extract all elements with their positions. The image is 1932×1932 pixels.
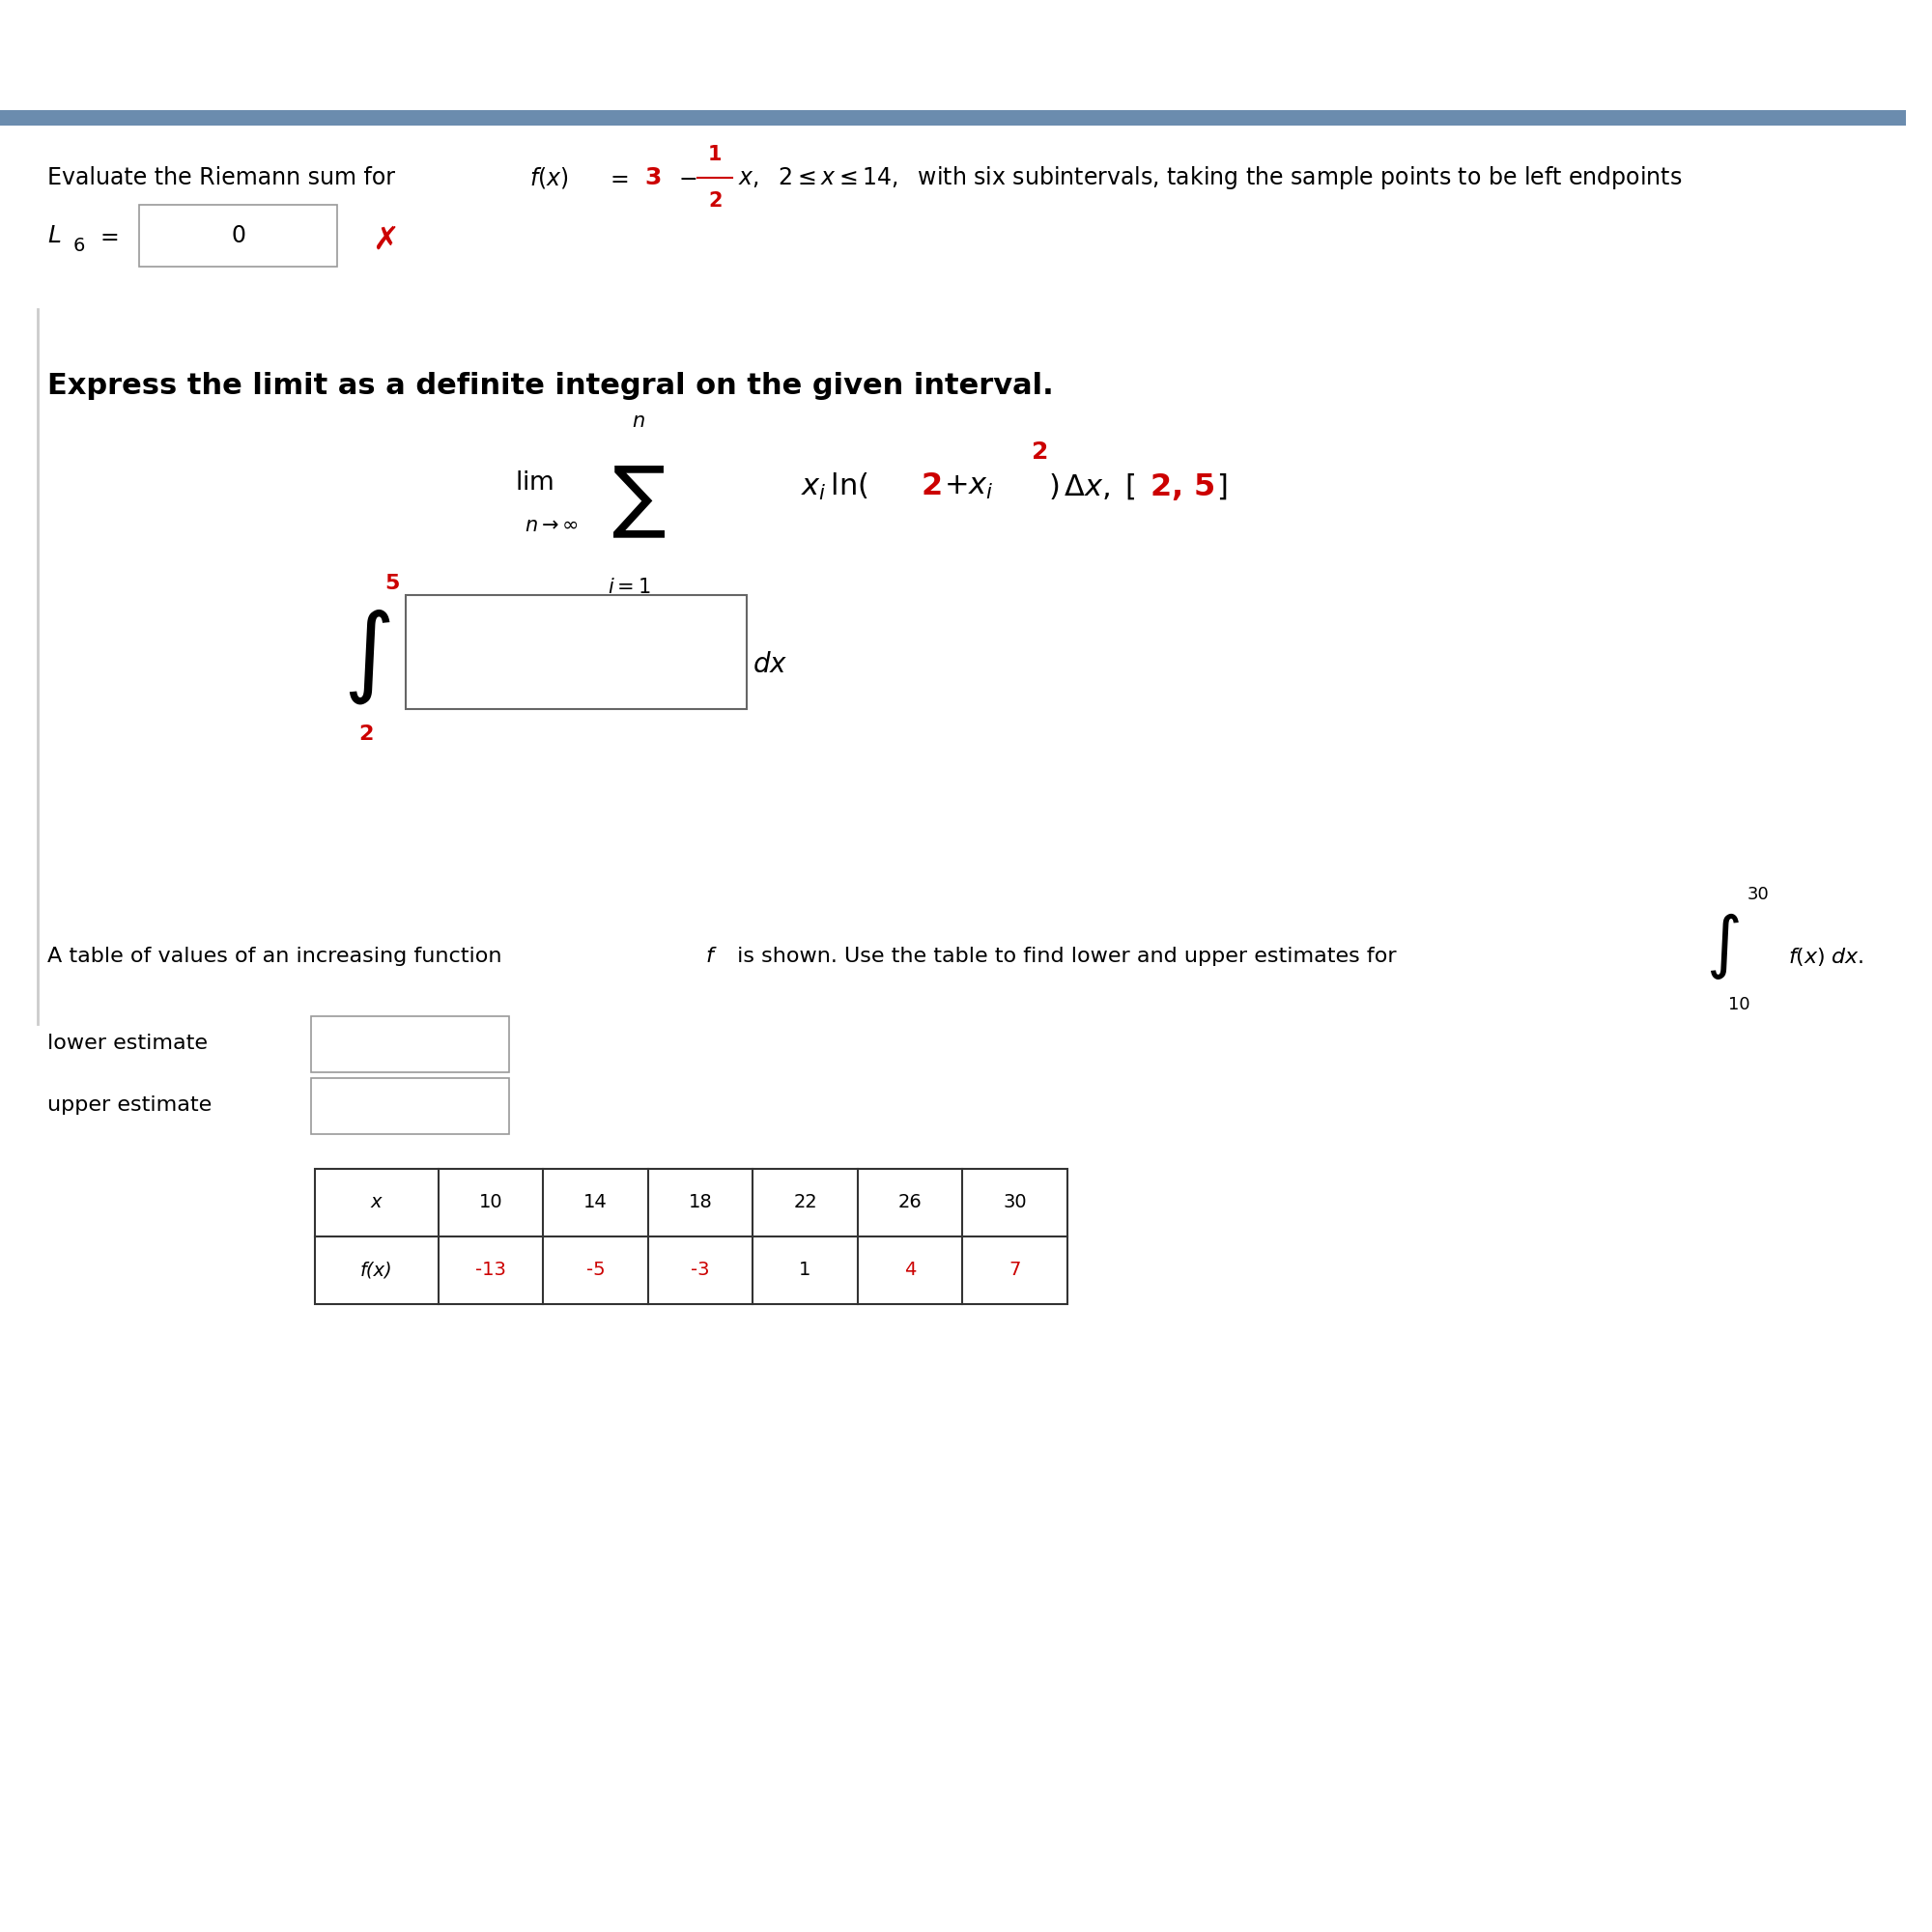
Text: $i = 1$: $i = 1$ — [607, 578, 651, 597]
Text: 7: 7 — [1009, 1262, 1020, 1279]
Text: x: x — [371, 1194, 383, 1211]
Text: $\mathbf{3}$: $\mathbf{3}$ — [643, 166, 661, 189]
Text: $\lim$: $\lim$ — [514, 469, 553, 495]
Text: $=$: $=$ — [607, 166, 630, 189]
Text: 10: 10 — [479, 1194, 502, 1211]
Text: upper estimate: upper estimate — [48, 1095, 213, 1115]
Text: $f$: $f$ — [705, 947, 717, 966]
Text: $x_i\,\ln($: $x_i\,\ln($ — [800, 471, 867, 502]
Text: $\mathbf{2}$: $\mathbf{2}$ — [920, 471, 941, 502]
Text: $x,$  $2 \leq x \leq 14,$  with six subintervals, taking the sample points to be: $x,$ $2 \leq x \leq 14,$ with six subint… — [738, 164, 1681, 191]
FancyBboxPatch shape — [406, 595, 748, 709]
Text: 18: 18 — [688, 1194, 713, 1211]
Text: Evaluate the Riemann sum for: Evaluate the Riemann sum for — [48, 166, 410, 189]
Text: -5: -5 — [585, 1262, 605, 1279]
Text: 14: 14 — [583, 1194, 607, 1211]
Text: lower estimate: lower estimate — [48, 1034, 209, 1053]
Text: 10: 10 — [1729, 997, 1750, 1012]
Text: $)\,\Delta x,\;[$: $)\,\Delta x,\;[$ — [1049, 471, 1136, 502]
Text: 26: 26 — [898, 1194, 922, 1211]
Text: 30: 30 — [1003, 1194, 1026, 1211]
Text: $\mathbf{1}$: $\mathbf{1}$ — [707, 145, 723, 164]
Text: $n$: $n$ — [632, 412, 645, 431]
Text: 22: 22 — [794, 1194, 817, 1211]
Text: $=$: $=$ — [95, 224, 118, 247]
Text: $-$: $-$ — [678, 166, 697, 189]
Text: 5: 5 — [384, 574, 400, 593]
Text: $+ x_i$: $+ x_i$ — [943, 473, 993, 500]
Text: 4: 4 — [904, 1262, 916, 1279]
Text: is shown. Use the table to find lower and upper estimates for: is shown. Use the table to find lower an… — [730, 947, 1397, 966]
Text: $\mathbf{2,\,5}$: $\mathbf{2,\,5}$ — [1150, 471, 1215, 502]
Text: $L$: $L$ — [48, 224, 62, 247]
FancyBboxPatch shape — [311, 1078, 508, 1134]
Text: 30: 30 — [1748, 885, 1770, 904]
Text: A table of values of an increasing function: A table of values of an increasing funct… — [48, 947, 508, 966]
FancyBboxPatch shape — [311, 1016, 508, 1072]
FancyBboxPatch shape — [0, 110, 1905, 126]
Text: f(x): f(x) — [359, 1262, 392, 1279]
Text: $f(x)$: $f(x)$ — [529, 166, 570, 191]
Text: $6$: $6$ — [71, 236, 85, 255]
Text: $\mathbf{2}$: $\mathbf{2}$ — [707, 191, 723, 211]
Text: $]$: $]$ — [1215, 471, 1227, 502]
Text: $\int$: $\int$ — [1706, 912, 1739, 981]
Text: $\sum$: $\sum$ — [611, 464, 665, 541]
Text: 2: 2 — [357, 724, 373, 744]
Text: Express the limit as a definite integral on the given interval.: Express the limit as a definite integral… — [48, 373, 1055, 400]
Text: $n \to \infty$: $n \to \infty$ — [524, 516, 578, 535]
Text: ✗: ✗ — [371, 224, 398, 255]
Text: $\int$: $\int$ — [344, 607, 390, 707]
Text: $dx$: $dx$ — [753, 651, 788, 678]
Text: 0: 0 — [232, 224, 245, 247]
Text: -3: -3 — [692, 1262, 709, 1279]
FancyBboxPatch shape — [139, 205, 338, 267]
FancyBboxPatch shape — [315, 1169, 1066, 1304]
Text: 1: 1 — [800, 1262, 811, 1279]
Text: -13: -13 — [475, 1262, 506, 1279]
Text: $f(x)\;dx.$: $f(x)\;dx.$ — [1787, 945, 1862, 968]
Text: $\mathbf{2}$: $\mathbf{2}$ — [1032, 440, 1047, 464]
